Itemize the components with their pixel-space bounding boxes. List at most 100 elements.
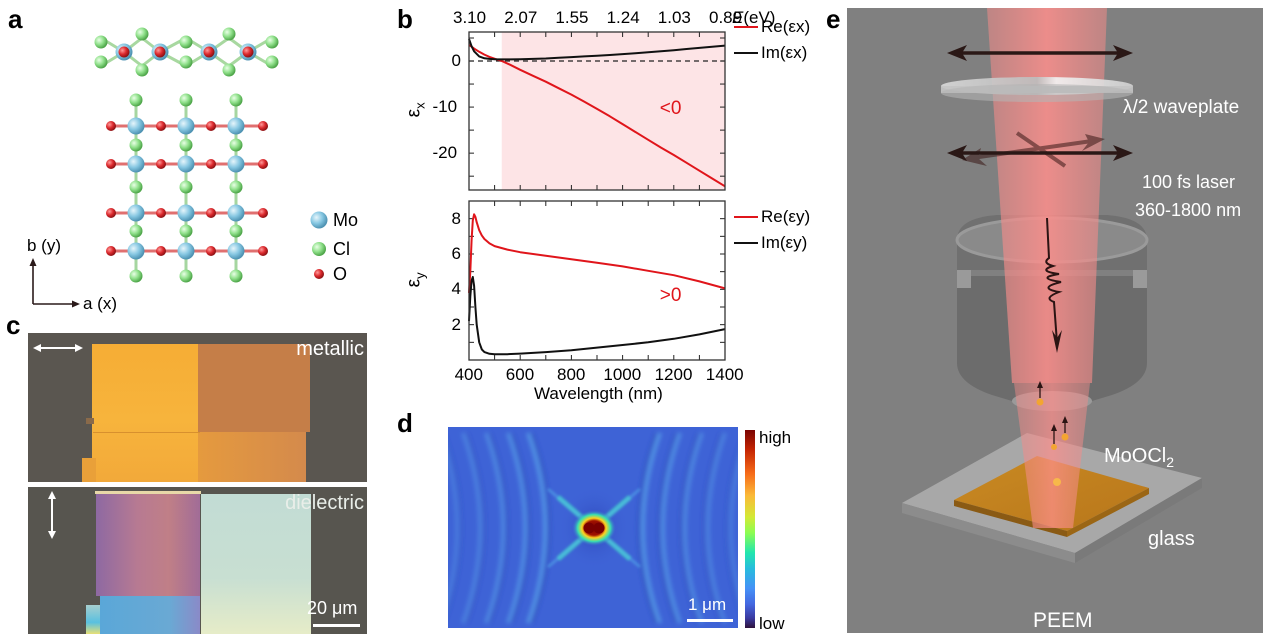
atom-cl	[179, 35, 193, 49]
atom-cl	[94, 35, 108, 49]
dielectric-function-chart	[468, 31, 726, 361]
y-tick-label: 2	[451, 314, 461, 334]
x-tick-label: 1200	[654, 365, 693, 384]
energy-tick-label: 1.24	[606, 8, 640, 27]
x-tick-label: 800	[557, 365, 586, 384]
atom-cl	[179, 269, 193, 283]
atom-mo	[127, 204, 145, 222]
x-tick-label: 1000	[603, 365, 642, 384]
legend-swatch-black	[734, 52, 758, 54]
legend-atom-cl	[312, 242, 326, 256]
laser-pulse	[1045, 217, 1063, 353]
atom-cl	[229, 93, 243, 107]
atom-cl	[229, 224, 243, 238]
y-tick-label: 8	[451, 208, 461, 228]
atom-mo	[177, 242, 195, 260]
atom-cl	[179, 55, 193, 69]
scalebar-label-c: 20 μm	[307, 598, 358, 618]
legend-text: Re(εy)	[761, 207, 811, 226]
atom-o	[156, 159, 166, 169]
atom-o	[106, 159, 116, 169]
panel-label-d: d	[397, 408, 413, 438]
atom-o	[156, 246, 166, 256]
x-axis-label: Wavelength (nm)	[534, 384, 663, 403]
label-dielectric: dielectric	[285, 492, 364, 514]
crystal-structure	[29, 27, 328, 308]
laser-label-line1: 100 fs laser	[1142, 172, 1236, 192]
energy-tick-label: 0.89	[709, 8, 743, 27]
atom-cl	[135, 63, 149, 77]
legend-im-eps-x: Im(εx)	[734, 43, 807, 63]
atom-mo	[177, 117, 195, 135]
colorbar	[745, 430, 755, 628]
colorbar-low-label: low	[759, 614, 785, 633]
atom-o	[118, 46, 130, 58]
atom-cl	[129, 224, 143, 238]
atom-cl	[229, 269, 243, 283]
optical-image-metallic	[28, 333, 367, 482]
x-tick-label: 400	[454, 365, 483, 384]
atom-o	[258, 208, 268, 218]
atom-cl	[135, 27, 149, 41]
plot-eps-y	[468, 200, 726, 361]
energy-tick-label: 3.10	[453, 8, 487, 27]
plot-frame	[468, 200, 726, 361]
top-view-structure	[106, 93, 268, 283]
atom-mo	[227, 155, 245, 173]
y-axis-label: εx	[403, 102, 428, 118]
legend-im-eps-y: Im(εy)	[734, 233, 807, 253]
legend-atom-mo	[310, 211, 328, 229]
atom-cl	[229, 138, 243, 152]
atom-mo	[227, 117, 245, 135]
y-tick-label: -10	[432, 97, 458, 117]
atom-cl	[265, 35, 279, 49]
energy-tick-label: 2.07	[504, 8, 538, 27]
atom-o	[154, 46, 166, 58]
atom-o	[156, 208, 166, 218]
atom-cl	[265, 55, 279, 69]
material-label: MoOCl2	[1104, 445, 1175, 470]
legend-re-eps-x: Re(εx)	[734, 17, 810, 37]
atom-cl	[179, 180, 193, 194]
y-tick-label: 0	[451, 51, 461, 71]
series-line-re	[468, 44, 726, 188]
plot-frame	[468, 31, 726, 191]
atom-cl	[129, 180, 143, 194]
atom-o	[206, 246, 216, 256]
atom-cl	[179, 93, 193, 107]
colorbar-high-label: high	[759, 428, 792, 447]
panel-label-a: a	[8, 4, 23, 34]
energy-tick-label: 1.03	[657, 8, 691, 27]
interference-fringe	[729, 458, 738, 598]
legend-swatch-black	[734, 242, 758, 244]
atom-mo	[227, 204, 245, 222]
legend-re-eps-y: Re(εy)	[734, 207, 810, 227]
series-line-re	[468, 213, 726, 293]
polarization-arrow-rotated	[962, 131, 1105, 168]
interference-fringe-dark	[448, 440, 463, 616]
atom-mo	[177, 155, 195, 173]
legend-text: Re(εx)	[761, 17, 811, 36]
scalebar-d	[687, 619, 733, 622]
atom-o	[203, 46, 215, 58]
panel-label-e: e	[826, 4, 841, 34]
substrate-label: glass	[1148, 528, 1195, 550]
laser-label-line2: 360-1800 nm	[1135, 200, 1242, 220]
atom-o	[258, 121, 268, 131]
side-view-structure	[94, 27, 279, 77]
atom-o	[106, 246, 116, 256]
label-metallic: metallic	[296, 338, 364, 360]
atom-cl	[229, 180, 243, 194]
series-line-im	[468, 38, 726, 61]
atom-o	[206, 121, 216, 131]
legend-atom-o	[314, 269, 324, 279]
atom-o	[258, 159, 268, 169]
atom-o	[156, 121, 166, 131]
interference-fringe-dark	[530, 432, 551, 624]
field-map	[448, 427, 738, 628]
atom-o	[206, 208, 216, 218]
polarization-arrow-middle	[947, 145, 1133, 161]
atom-mo	[177, 204, 195, 222]
interference-fringe	[641, 432, 662, 624]
atom-cl	[94, 55, 108, 69]
